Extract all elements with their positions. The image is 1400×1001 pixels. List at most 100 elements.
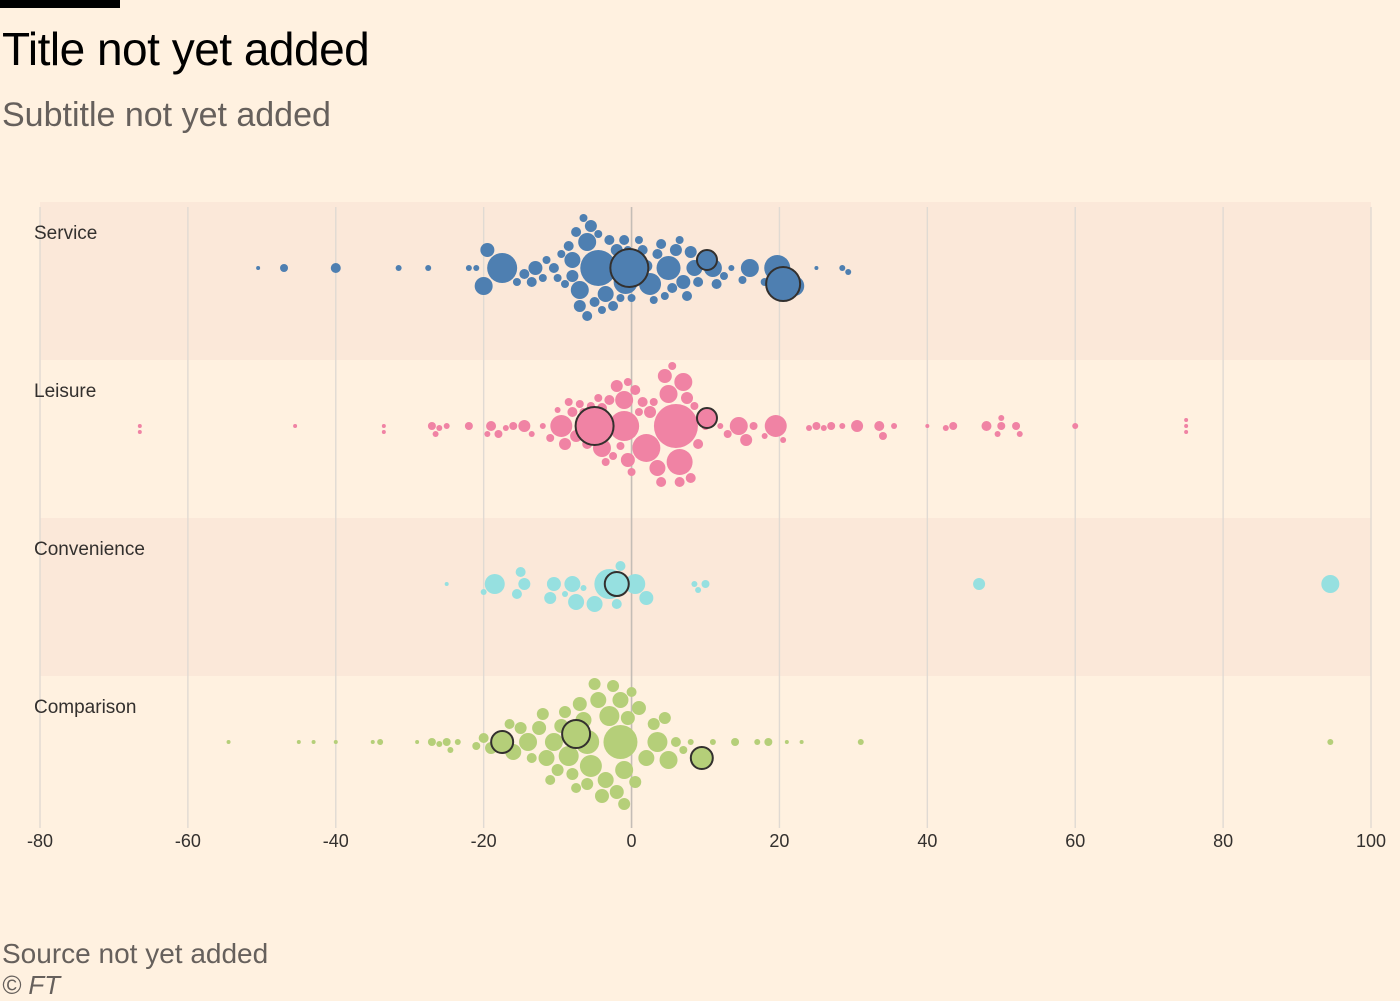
point-leisure (1184, 430, 1189, 434)
point-service (719, 272, 728, 280)
point-leisure (637, 397, 648, 407)
chart-title: Title not yet added (2, 23, 370, 75)
point-comparison (603, 725, 638, 759)
point-service (578, 233, 597, 251)
point-service (738, 276, 747, 284)
point-comparison (478, 733, 489, 743)
point-service (616, 294, 625, 302)
point-comparison (679, 746, 688, 754)
point-leisure (594, 394, 603, 402)
x-tick-label: -40 (323, 831, 349, 851)
point-comparison (581, 778, 594, 790)
point-leisure (827, 422, 836, 430)
point-comparison (687, 739, 694, 745)
point-convenience (586, 596, 603, 612)
point-leisure (436, 425, 443, 431)
point-comparison (566, 768, 579, 780)
point-service (839, 265, 846, 271)
point-leisure (1016, 431, 1023, 437)
highlighted-point-convenience (603, 571, 630, 597)
point-service (608, 301, 619, 311)
point-leisure (620, 453, 635, 467)
point-leisure (632, 434, 661, 462)
point-service (566, 270, 579, 282)
point-leisure (1072, 423, 1079, 429)
point-service (619, 235, 630, 245)
point-service (425, 265, 432, 271)
point-leisure (685, 473, 696, 483)
point-service (693, 277, 704, 287)
point-service (538, 274, 547, 282)
point-service (573, 300, 586, 312)
point-leisure (528, 431, 535, 437)
point-comparison (618, 798, 631, 810)
x-tick-label: 40 (917, 831, 937, 851)
point-leisure (381, 430, 386, 434)
point-service (597, 286, 614, 302)
data-points (137, 214, 1340, 810)
point-service (557, 250, 566, 258)
highlighted-point-comparison (490, 730, 515, 754)
point-leisure (539, 423, 546, 429)
point-leisure (839, 423, 846, 429)
point-comparison (454, 739, 461, 745)
point-comparison (626, 687, 637, 697)
point-comparison (519, 733, 538, 751)
point-comparison (536, 708, 549, 720)
point-service (519, 269, 530, 279)
point-leisure (644, 406, 657, 418)
highlighted-point-service (695, 249, 718, 271)
point-service (564, 252, 581, 268)
point-leisure (559, 438, 572, 450)
point-comparison (545, 775, 556, 785)
point-service (528, 261, 543, 275)
point-comparison (857, 739, 864, 745)
point-leisure (494, 430, 503, 438)
point-comparison (514, 722, 527, 734)
point-leisure (740, 434, 753, 446)
category-label-convenience: Convenience (34, 539, 145, 560)
point-leisure (567, 407, 578, 417)
point-leisure (554, 407, 561, 413)
x-tick-label: 100 (1356, 831, 1386, 851)
point-comparison (532, 721, 547, 735)
point-leisure (550, 415, 573, 437)
point-comparison (659, 751, 678, 769)
point-comparison (579, 755, 602, 777)
ft-brand-bar (0, 0, 120, 8)
point-service (728, 265, 735, 271)
point-service (594, 230, 603, 238)
point-convenience (639, 591, 654, 605)
point-leisure (659, 385, 678, 403)
x-tick-label: 60 (1065, 831, 1085, 851)
point-comparison (670, 737, 681, 747)
point-comparison (504, 719, 515, 729)
point-leisure (666, 449, 693, 475)
point-convenience (562, 591, 569, 597)
highlighted-point-comparison (561, 719, 592, 749)
point-comparison (377, 739, 384, 745)
point-comparison (784, 740, 789, 744)
point-convenience (615, 561, 626, 571)
point-leisure (681, 392, 694, 404)
point-leisure (630, 385, 641, 395)
band-convenience (40, 518, 1371, 676)
point-service (676, 275, 691, 289)
point-leisure (806, 425, 813, 431)
point-service (580, 250, 617, 286)
point-leisure (509, 422, 518, 430)
point-leisure (564, 398, 573, 406)
point-leisure (693, 439, 704, 449)
point-leisure (729, 417, 748, 435)
point-leisure (443, 423, 450, 429)
point-leisure (137, 424, 142, 428)
point-convenience (480, 589, 487, 595)
point-comparison (538, 750, 555, 766)
point-service (571, 227, 582, 237)
point-leisure (998, 415, 1005, 421)
point-service (740, 259, 759, 277)
point-comparison (647, 718, 660, 730)
point-service (542, 256, 551, 264)
point-leisure (609, 452, 618, 460)
point-leisure (668, 362, 677, 370)
